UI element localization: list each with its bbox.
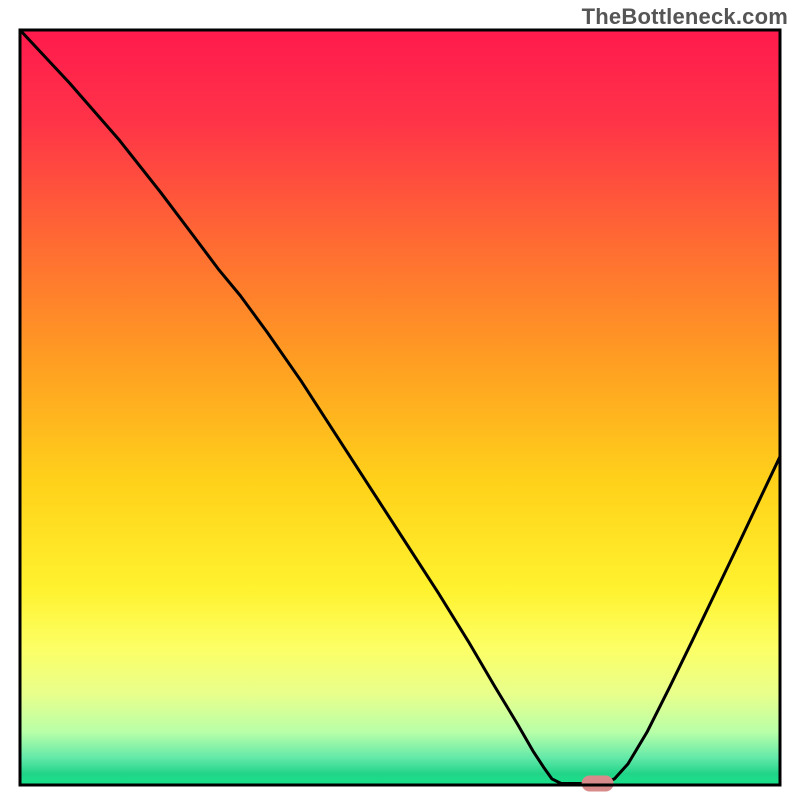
- watermark-text: TheBottleneck.com: [582, 4, 788, 30]
- left-margin: [0, 30, 20, 800]
- plot-background: [20, 30, 780, 785]
- right-margin: [780, 30, 800, 800]
- bottom-margin: [0, 785, 800, 800]
- chart-container: TheBottleneck.com: [0, 0, 800, 800]
- optimal-marker: [582, 775, 614, 791]
- bottleneck-chart: [0, 0, 800, 800]
